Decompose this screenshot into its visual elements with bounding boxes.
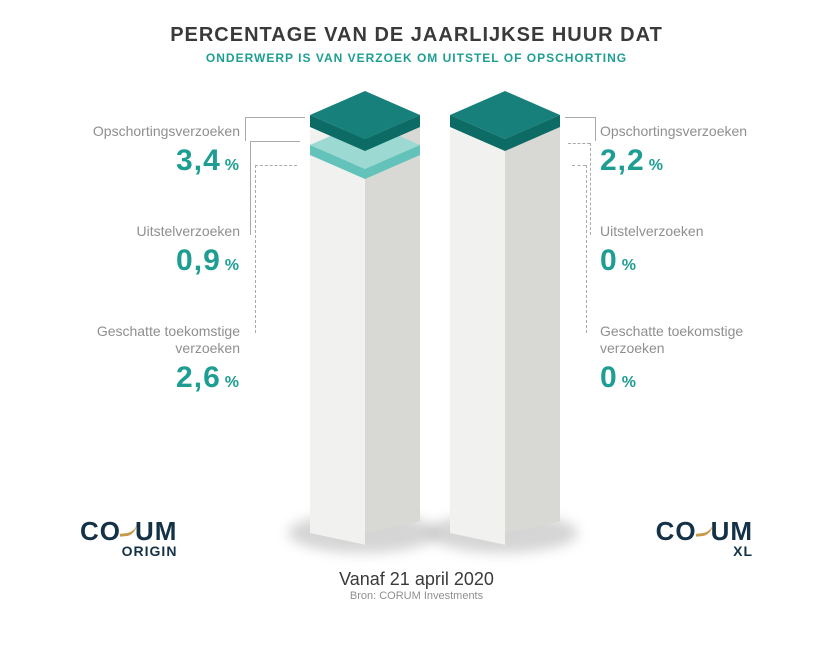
callout-value: 0% — [600, 244, 800, 278]
leader-line — [595, 117, 596, 141]
callout-xl-0: Opschortingsverzoeken 2,2% — [600, 123, 800, 178]
leader-line-dashed — [586, 165, 587, 333]
callout-origin-0: Opschortingsverzoeken 3,4% — [40, 123, 240, 178]
leader-line-dashed — [572, 165, 586, 166]
percent-sign: % — [225, 257, 240, 274]
brand-swash-icon — [118, 519, 138, 537]
callout-value-num: 0 — [600, 361, 618, 394]
column-origin — [310, 93, 420, 533]
percent-sign: % — [622, 374, 637, 391]
callout-xl-1: Uitstelverzoeken 0% — [600, 223, 800, 278]
callout-value-num: 3,4 — [176, 144, 221, 177]
title-sub: ONDERWERP IS VAN VERZOEK OM UITSTEL OF O… — [0, 51, 833, 65]
callout-xl-2: Geschatte toekomstige verzoeken 0% — [600, 323, 800, 395]
callout-value-num: 0 — [600, 244, 618, 277]
brand-swash-icon — [694, 519, 714, 537]
column-xl-side — [505, 117, 560, 533]
percent-sign: % — [649, 157, 664, 174]
callout-label: Opschortingsverzoeken — [40, 123, 240, 140]
brand-logo-text: COUM — [656, 516, 753, 546]
leader-line-dashed — [568, 143, 590, 144]
callout-label: Geschatte toekomstige verzoeken — [40, 323, 240, 357]
callout-origin-2: Geschatte toekomstige verzoeken 2,6% — [40, 323, 240, 395]
column-origin-cap-top — [310, 91, 420, 155]
leader-line — [565, 117, 595, 118]
callout-value-num: 2,2 — [600, 144, 645, 177]
brand-logo-text: COUM — [80, 516, 177, 546]
percent-sign: % — [225, 157, 240, 174]
leader-line-dashed — [255, 165, 297, 166]
leader-line — [245, 117, 246, 141]
callout-label: Opschortingsverzoeken — [600, 123, 800, 140]
footer-date: Vanaf 21 april 2020 — [0, 569, 833, 590]
leader-line — [250, 141, 300, 142]
leader-line-dashed — [255, 165, 256, 333]
callout-value: 0,9% — [40, 244, 240, 278]
title-main: PERCENTAGE VAN DE JAARLIJKSE HUUR DAT — [0, 24, 833, 47]
leader-line — [245, 117, 305, 118]
callout-value: 3,4% — [40, 144, 240, 178]
footer-source: Bron: CORUM Investments — [0, 590, 833, 602]
leader-line-dashed — [590, 143, 591, 235]
callout-value: 2,6% — [40, 361, 240, 395]
callout-label: Geschatte toekomstige verzoeken — [600, 323, 800, 357]
percent-sign: % — [622, 257, 637, 274]
chart-area: Opschortingsverzoeken 3,4% Uitstelverzoe… — [0, 73, 833, 563]
percent-sign: % — [225, 374, 240, 391]
leader-line — [250, 141, 251, 235]
callout-value-num: 0,9 — [176, 244, 221, 277]
brand-xl: COUM XL — [656, 516, 753, 559]
footer: Vanaf 21 april 2020 Bron: CORUM Investme… — [0, 569, 833, 602]
callout-label: Uitstelverzoeken — [600, 223, 800, 240]
column-xl-front — [450, 129, 505, 545]
callout-label: Uitstelverzoeken — [40, 223, 240, 240]
callout-origin-1: Uitstelverzoeken 0,9% — [40, 223, 240, 278]
callout-value: 0% — [600, 361, 800, 395]
callout-value-num: 2,6 — [176, 361, 221, 394]
column-xl-cap-top — [450, 91, 560, 155]
brand-origin: COUM ORIGIN — [80, 516, 177, 559]
column-xl — [450, 93, 560, 533]
column-origin-front — [310, 129, 365, 545]
title-block: PERCENTAGE VAN DE JAARLIJKSE HUUR DAT ON… — [0, 0, 833, 65]
callout-value: 2,2% — [600, 144, 800, 178]
